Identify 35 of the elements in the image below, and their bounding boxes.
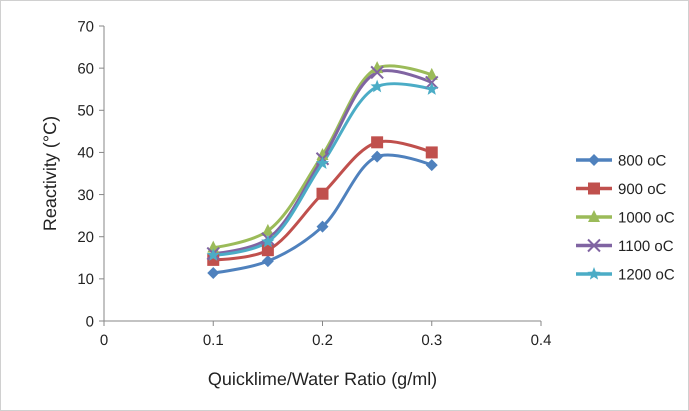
x-tick-label: 0 bbox=[100, 332, 108, 349]
point bbox=[424, 75, 439, 90]
x-tick-label: 0.4 bbox=[530, 332, 552, 349]
y-tick-label: 50 bbox=[77, 102, 94, 120]
y-axis-title: Reactivity (°C) bbox=[40, 116, 60, 232]
point bbox=[260, 232, 275, 246]
point bbox=[426, 146, 438, 158]
point bbox=[207, 266, 220, 279]
legend-label: 1100 oC bbox=[618, 238, 674, 255]
point bbox=[316, 156, 330, 170]
legend-label: 1200 oC bbox=[618, 266, 675, 284]
point bbox=[262, 255, 274, 268]
legend-label: 800 oC bbox=[618, 152, 667, 170]
legend-label: 900 oC bbox=[618, 180, 667, 198]
y-tick-label: 70 bbox=[77, 18, 94, 36]
y-tick-label: 10 bbox=[77, 271, 94, 288]
x-axis-title: Quicklime/Water Ratio (g/ml) bbox=[208, 369, 438, 389]
y-tick-label: 30 bbox=[77, 186, 94, 204]
y-tick-label: 20 bbox=[77, 228, 94, 246]
point bbox=[261, 234, 275, 248]
point bbox=[316, 152, 330, 166]
point bbox=[371, 136, 384, 148]
legend-label: 1000 oC bbox=[618, 209, 675, 226]
point bbox=[316, 188, 328, 200]
y-tick-label: 60 bbox=[77, 60, 94, 78]
point bbox=[316, 220, 328, 233]
x-tick-label: 0.3 bbox=[421, 332, 442, 349]
point bbox=[425, 82, 438, 95]
point bbox=[371, 150, 384, 163]
point bbox=[426, 159, 438, 172]
x-tick-label: 0.1 bbox=[202, 332, 224, 349]
point bbox=[370, 65, 384, 80]
x-tick-label: 0.2 bbox=[312, 332, 333, 349]
y-tick-label: 0 bbox=[86, 313, 94, 330]
y-tick-label: 40 bbox=[77, 144, 94, 162]
